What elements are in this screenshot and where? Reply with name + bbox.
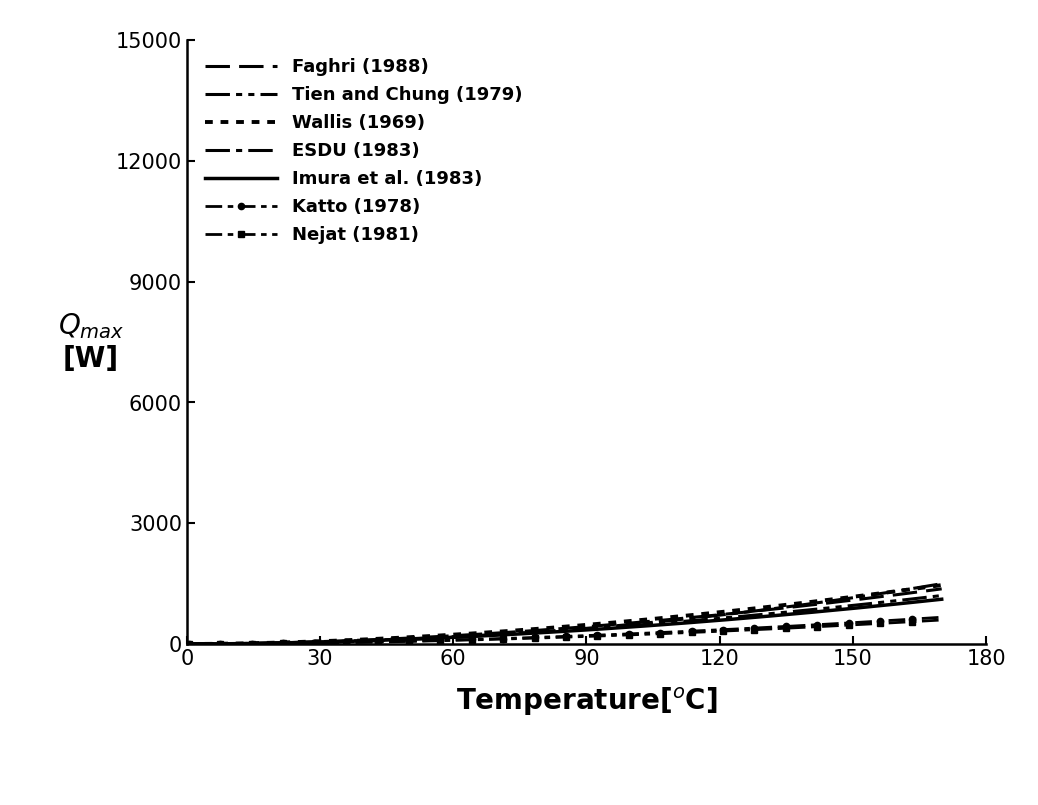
Legend: Faghri (1988), Tien and Chung (1979), Wallis (1969), ESDU (1983), Imura et al. (: Faghri (1988), Tien and Chung (1979), Wa…: [196, 49, 531, 253]
Y-axis label: $Q_{max}$
[W]: $Q_{max}$ [W]: [58, 311, 125, 374]
X-axis label: Temperature[$^{o}$C]: Temperature[$^{o}$C]: [456, 686, 717, 718]
